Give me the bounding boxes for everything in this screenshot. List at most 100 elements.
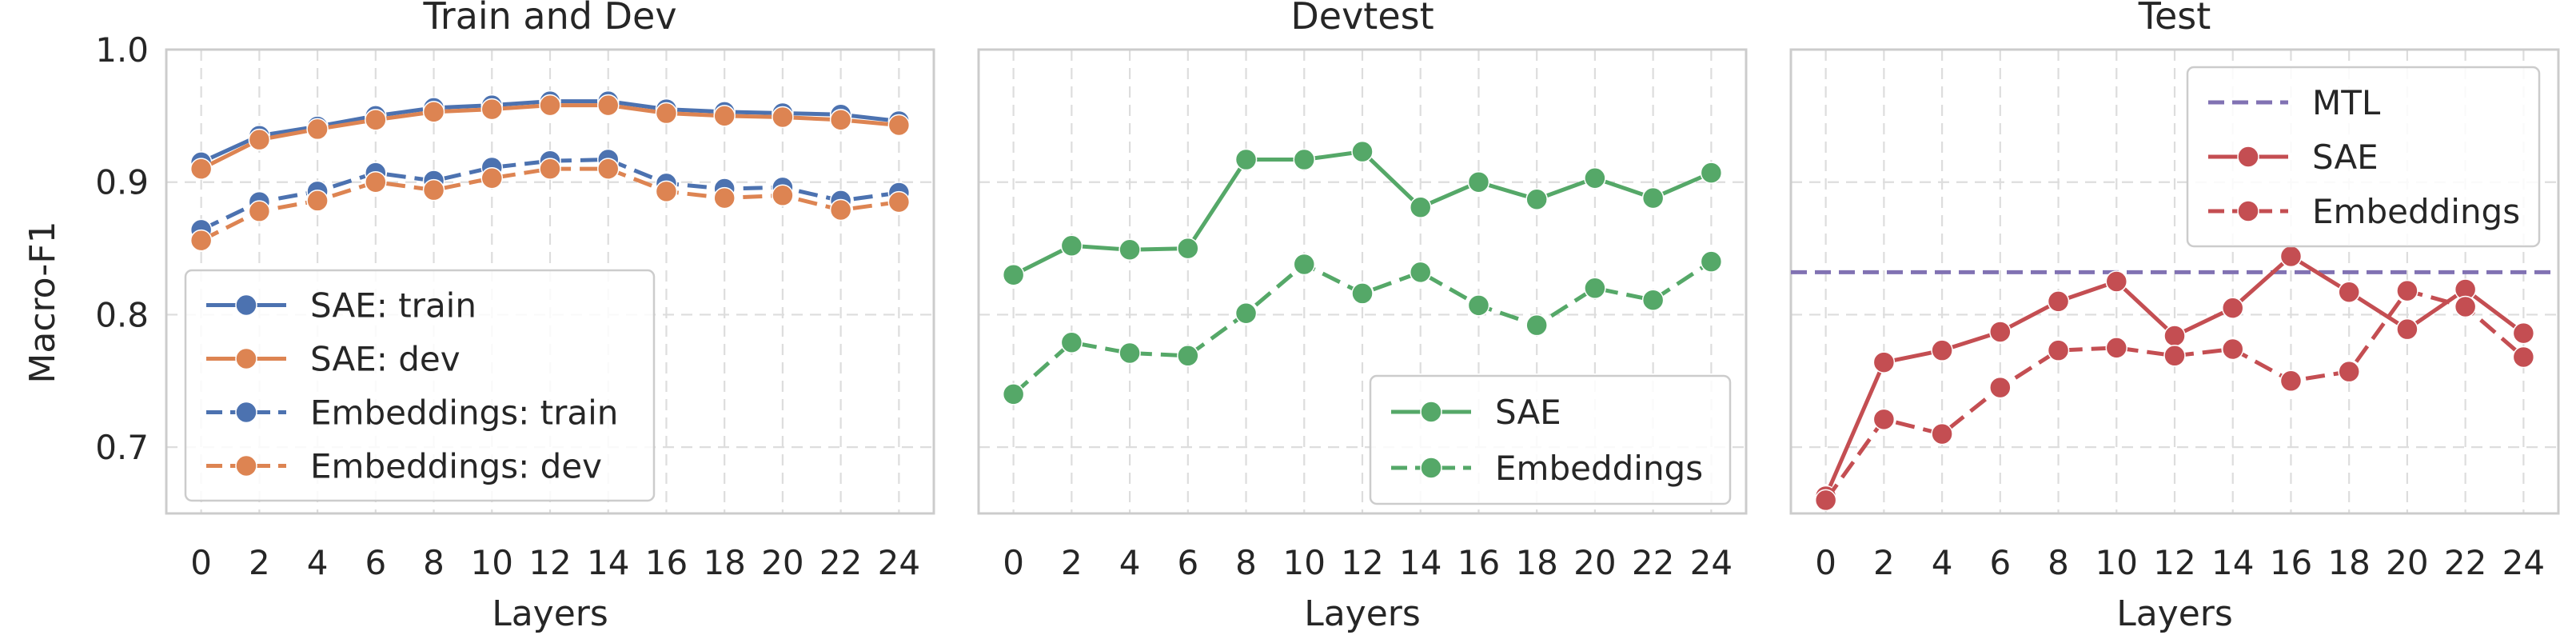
series-embeddings-dev xyxy=(189,158,911,252)
data-point xyxy=(713,186,736,210)
data-point xyxy=(655,102,678,125)
data-point xyxy=(365,109,387,131)
data-point xyxy=(1814,489,1837,512)
data-point xyxy=(2279,369,2303,393)
data-point xyxy=(1002,383,1025,405)
x-tick-label: 10 xyxy=(1283,543,1326,582)
x-tick-label: 20 xyxy=(761,543,804,582)
legend-box xyxy=(2186,66,2541,248)
data-point xyxy=(1989,376,2012,399)
x-tick-label: 0 xyxy=(1815,543,1836,582)
plot-frame xyxy=(977,48,1748,515)
x-tick-label: 22 xyxy=(1632,543,1674,582)
data-point xyxy=(248,200,271,222)
data-point xyxy=(596,94,620,117)
data-point xyxy=(189,158,213,180)
series-sae xyxy=(1002,140,1723,286)
x-tick-label: 10 xyxy=(471,543,513,582)
data-point xyxy=(2105,337,2128,359)
data-point xyxy=(1872,408,1896,431)
x-tick-label: 18 xyxy=(2327,543,2370,582)
x-tick-label: 0 xyxy=(190,543,212,582)
x-tick-label: 14 xyxy=(587,543,629,582)
x-tick-label: 24 xyxy=(878,543,920,582)
data-point xyxy=(1060,234,1083,258)
data-point xyxy=(1584,166,1606,190)
data-point xyxy=(1872,351,1896,373)
data-point xyxy=(1409,196,1432,218)
legend-label: SAE: dev xyxy=(310,340,461,379)
data-point xyxy=(2047,339,2070,361)
data-point xyxy=(887,114,911,137)
data-point xyxy=(1293,148,1316,171)
data-point xyxy=(2163,325,2186,347)
x-tick-label: 0 xyxy=(1003,543,1024,582)
data-point xyxy=(1177,237,1199,260)
data-point xyxy=(2221,337,2244,361)
data-point xyxy=(306,190,329,212)
series-embeddings xyxy=(1002,250,1723,405)
data-point xyxy=(713,105,736,127)
legend-marker-swatch xyxy=(235,347,257,370)
x-tick-label: 8 xyxy=(1235,543,1257,582)
legend-box xyxy=(184,269,656,502)
data-point xyxy=(2163,345,2186,367)
legend-box xyxy=(1369,374,1732,505)
x-tick-label: 6 xyxy=(1989,543,2011,582)
x-tick-label: 8 xyxy=(423,543,445,582)
x-tick-label: 10 xyxy=(2095,543,2138,582)
data-point xyxy=(1931,422,1953,445)
x-tick-label: 20 xyxy=(2386,543,2428,582)
plot-frame xyxy=(1789,48,2560,515)
x-tick-label: 22 xyxy=(2444,543,2486,582)
legend-label: SAE: train xyxy=(310,286,477,325)
legend-marker-swatch xyxy=(1420,401,1442,423)
x-tick-label: 14 xyxy=(1399,543,1442,582)
data-point xyxy=(1467,294,1490,317)
data-point xyxy=(1060,331,1083,353)
data-point xyxy=(422,101,445,123)
x-tick-label: 22 xyxy=(819,543,862,582)
legend: SAE: train SAE: dev Embeddings: train Embed… xyxy=(184,269,656,502)
data-point xyxy=(1234,302,1258,325)
x-tick-label: 12 xyxy=(2153,543,2195,582)
data-point xyxy=(829,109,852,131)
data-point xyxy=(539,158,561,180)
data-point xyxy=(481,98,504,121)
x-tick-label: 24 xyxy=(2502,543,2545,582)
data-point xyxy=(1989,321,2012,343)
data-point xyxy=(189,229,213,252)
legend-label: Embeddings xyxy=(2312,192,2520,231)
y-tick-label: 0.7 xyxy=(95,428,149,467)
data-point xyxy=(829,198,852,222)
legend-marker-swatch xyxy=(235,401,257,424)
x-tick-label: 4 xyxy=(1932,543,1953,582)
data-point xyxy=(1525,188,1548,211)
chart-title: Devtest xyxy=(1290,0,1434,38)
x-tick-label: 4 xyxy=(307,543,329,582)
x-tick-label: 16 xyxy=(645,543,688,582)
data-point xyxy=(1119,341,1141,365)
data-point xyxy=(365,170,387,194)
chart-title: Train and Dev xyxy=(422,0,676,38)
x-axis-label: Layers xyxy=(492,593,608,634)
data-point xyxy=(1177,345,1199,367)
legend-marker-swatch xyxy=(2237,200,2259,222)
x-tick-label: 6 xyxy=(1177,543,1198,582)
legend-marker-swatch xyxy=(235,454,257,477)
data-point xyxy=(2338,281,2360,304)
legend-marker-swatch xyxy=(235,294,257,317)
data-point xyxy=(2279,245,2303,268)
x-tick-label: 8 xyxy=(2048,543,2069,582)
data-point xyxy=(1467,170,1490,194)
y-tick-label: 1.0 xyxy=(95,30,149,70)
data-point xyxy=(2454,295,2477,318)
x-tick-label: 14 xyxy=(2211,543,2254,582)
chart-title: Test xyxy=(2138,0,2211,38)
x-tick-label: 2 xyxy=(1873,543,1895,582)
data-point xyxy=(539,94,561,117)
legend-label: MTL xyxy=(2312,83,2381,122)
data-point xyxy=(2396,279,2418,302)
data-point xyxy=(481,166,504,190)
